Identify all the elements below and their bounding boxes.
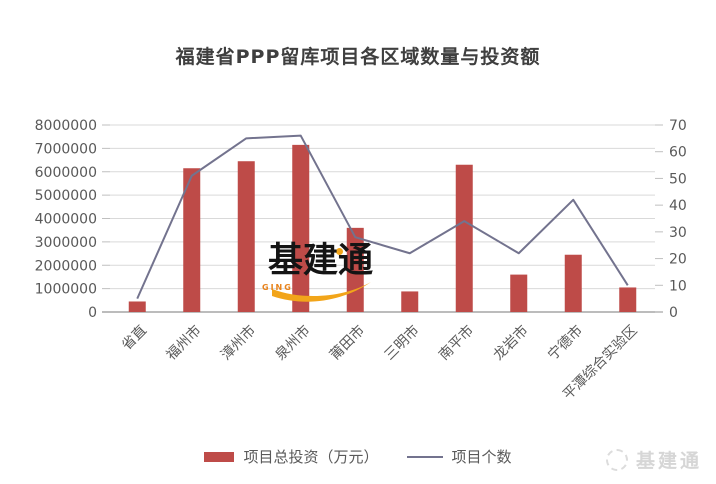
x-axis-category-label: 莆田市 — [326, 322, 368, 364]
right-axis-tick-label: 20 — [669, 252, 687, 268]
brand-logo: 基建通 — [605, 446, 702, 473]
left-axis-tick-label: 0 — [88, 305, 97, 321]
legend-item-label: 项目个数 — [451, 448, 512, 466]
x-axis-category-label: 省直 — [118, 322, 150, 354]
right-axis-tick-label: 40 — [669, 198, 687, 214]
chart-legend: 项目总投资（万元） 项目个数 — [0, 446, 716, 467]
left-axis-tick-label: 7000000 — [35, 141, 97, 157]
right-axis-tick-label: 10 — [669, 278, 687, 294]
left-axis-tick-label: 5000000 — [35, 188, 97, 204]
x-axis-category-label: 漳州市 — [217, 322, 259, 364]
x-axis-category-label: 福州市 — [163, 322, 205, 364]
bar — [564, 254, 582, 312]
right-axis-tick-label: 70 — [669, 118, 687, 134]
right-axis-tick-label: 0 — [669, 305, 678, 321]
bar — [510, 274, 528, 312]
legend-item-label: 项目总投资（万元） — [243, 448, 379, 466]
left-axis-tick-label: 1000000 — [35, 282, 97, 298]
legend-line-swatch-icon — [406, 455, 443, 458]
data-line — [136, 134, 629, 300]
left-axis-tick-label: 6000000 — [35, 165, 97, 181]
right-axis-tick-label: 60 — [669, 145, 687, 161]
left-axis-tick-label: 2000000 — [35, 258, 97, 274]
legend-bar-swatch-icon — [204, 451, 235, 462]
chart-title: 福建省PPP留库项目各区域数量与投资额 — [175, 46, 541, 68]
x-axis-category-label: 龙岩市 — [490, 322, 532, 364]
bar — [619, 287, 637, 312]
left-axis-tick-label: 8000000 — [35, 118, 97, 134]
bar — [128, 301, 146, 312]
left-axis-tick-label: 4000000 — [35, 212, 97, 228]
bar — [455, 164, 473, 312]
bar — [292, 144, 310, 312]
x-axis-category-label: 三明市 — [381, 322, 423, 364]
right-axis-tick-label: 30 — [669, 225, 687, 241]
x-axis-category-label: 宁德市 — [544, 322, 586, 364]
legend-item-investment: 项目总投资（万元） — [204, 446, 379, 467]
right-axis-tick-label: 50 — [669, 171, 687, 187]
brand-circle-icon — [605, 448, 628, 471]
bar — [237, 161, 255, 312]
bar — [183, 168, 201, 312]
x-axis-category-label: 泉州市 — [272, 322, 314, 364]
bar — [401, 291, 419, 312]
bar — [346, 227, 364, 312]
left-axis-tick-label: 3000000 — [35, 235, 97, 251]
x-axis-category-label: 南平市 — [435, 322, 477, 364]
brand-text: 基建通 — [635, 450, 702, 472]
legend-item-count: 项目个数 — [406, 446, 512, 467]
